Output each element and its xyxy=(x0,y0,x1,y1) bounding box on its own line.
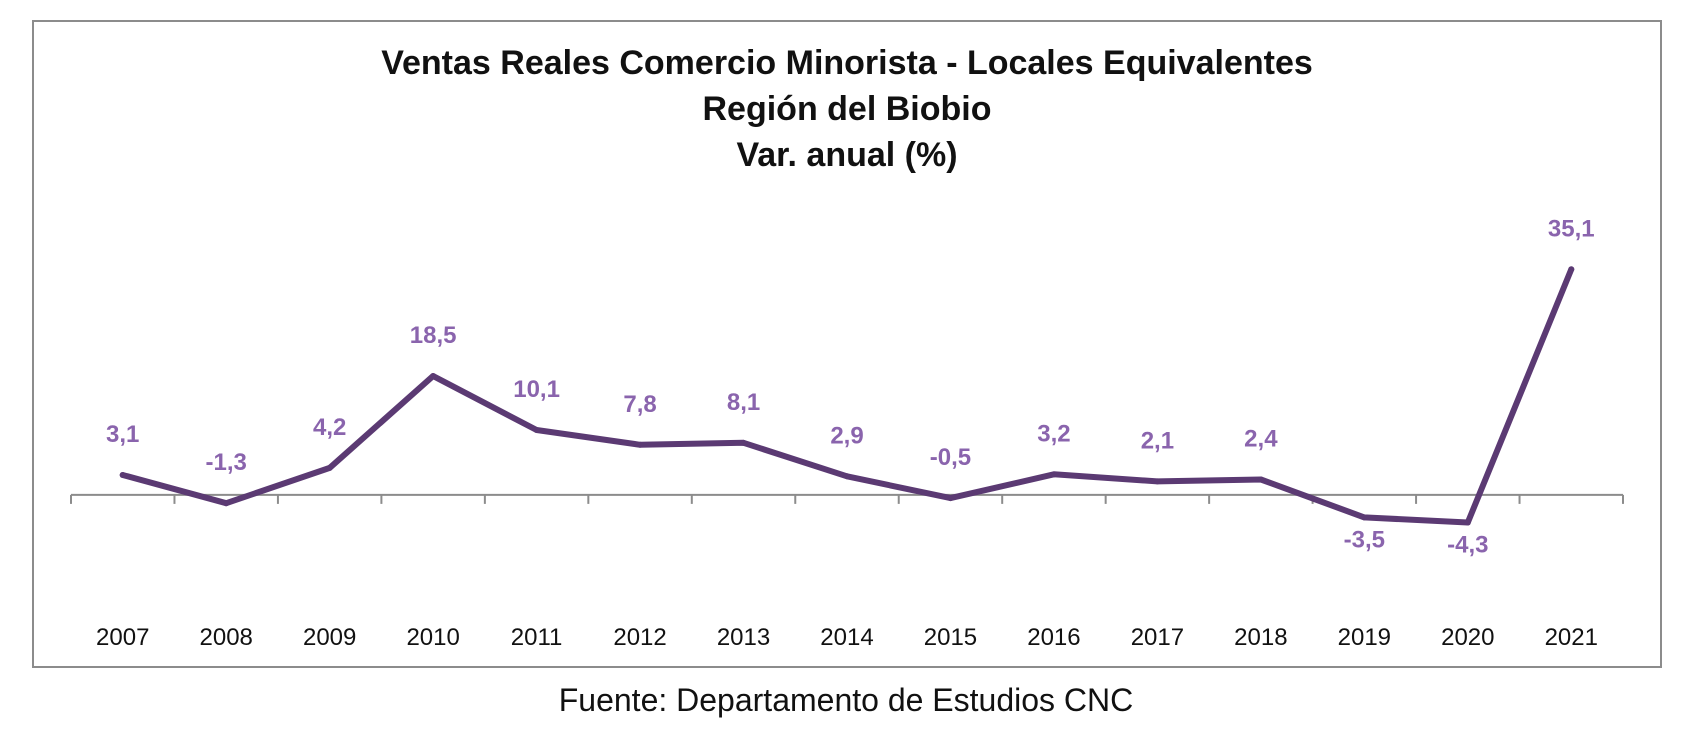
x-tick-label-2011: 2011 xyxy=(511,624,563,651)
x-tick-label-2007: 2007 xyxy=(96,624,149,651)
x-tick-label-2015: 2015 xyxy=(924,624,977,651)
x-tick-label-2013: 2013 xyxy=(717,624,770,651)
data-label-2009: 4,2 xyxy=(313,414,346,441)
data-point-2012 xyxy=(637,441,644,448)
chart-subtitle: Región del Biobio xyxy=(702,90,992,128)
data-point-2015 xyxy=(947,495,954,502)
data-label-2008: -1,3 xyxy=(206,449,247,476)
x-tick-label-2012: 2012 xyxy=(613,624,666,651)
data-point-2019 xyxy=(1361,514,1368,521)
data-point-2010 xyxy=(430,373,437,380)
data-point-2007 xyxy=(119,471,126,478)
data-label-2015: -0,5 xyxy=(930,444,971,471)
data-point-2009 xyxy=(326,464,333,471)
data-point-2008 xyxy=(223,500,230,507)
x-tick-label-2010: 2010 xyxy=(406,624,459,651)
series-line-layer xyxy=(119,266,1575,526)
data-label-2013: 8,1 xyxy=(727,389,760,416)
data-label-2007: 3,1 xyxy=(106,421,139,448)
data-label-2011: 10,1 xyxy=(513,376,560,403)
data-point-2013 xyxy=(740,439,747,446)
data-point-2016 xyxy=(1050,471,1057,478)
data-point-2011 xyxy=(533,426,540,433)
data-point-2017 xyxy=(1154,478,1161,485)
x-tick-label-2008: 2008 xyxy=(200,624,253,651)
data-label-2010: 18,5 xyxy=(410,322,457,349)
x-tick-label-2009: 2009 xyxy=(303,624,356,651)
chart-frame xyxy=(32,20,1662,668)
x-tick-label-2016: 2016 xyxy=(1027,624,1080,651)
chart-title: Ventas Reales Comercio Minorista - Local… xyxy=(381,44,1313,82)
series-line xyxy=(119,266,1575,526)
x-tick-label-2018: 2018 xyxy=(1234,624,1287,651)
data-point-2021 xyxy=(1568,266,1575,273)
x-tick-label-2017: 2017 xyxy=(1131,624,1184,651)
x-tick-label-layer: 2007 2008 2009 2010 2011 2012 2013 2014 2015 2016… xyxy=(96,624,1598,651)
x-tick-label-2014: 2014 xyxy=(820,624,873,651)
data-label-2020: -4,3 xyxy=(1447,532,1488,559)
data-point-2014 xyxy=(844,473,850,480)
data-label-2012: 7,8 xyxy=(623,391,656,418)
data-label-2017: 2,1 xyxy=(1141,427,1174,454)
chart-subtitle-unit: Var. anual (%) xyxy=(736,136,958,174)
data-label-2019: -3,5 xyxy=(1344,526,1385,553)
x-tick-label-2021: 2021 xyxy=(1545,624,1598,651)
data-label-2018: 2,4 xyxy=(1244,425,1278,452)
data-label-2014: 2,9 xyxy=(830,422,863,449)
source-note: Fuente: Departamento de Estudios CNC xyxy=(558,682,1134,718)
x-tick-label-2019: 2019 xyxy=(1338,624,1391,651)
data-point-2018 xyxy=(1257,476,1264,483)
data-point-2020 xyxy=(1464,519,1471,526)
data-label-layer: 3,1 -1,3 4,2 18,5 10,1 7,8 8,1 2,9 -0,5 3,2 2,1 2,4… xyxy=(106,215,1595,558)
data-label-2021: 35,1 xyxy=(1548,215,1595,242)
chart-title-block: Ventas Reales Comercio Minorista - Local… xyxy=(32,40,1662,178)
data-label-2016: 3,2 xyxy=(1037,420,1070,447)
x-axis xyxy=(70,493,1624,504)
x-tick-label-2020: 2020 xyxy=(1441,624,1494,651)
